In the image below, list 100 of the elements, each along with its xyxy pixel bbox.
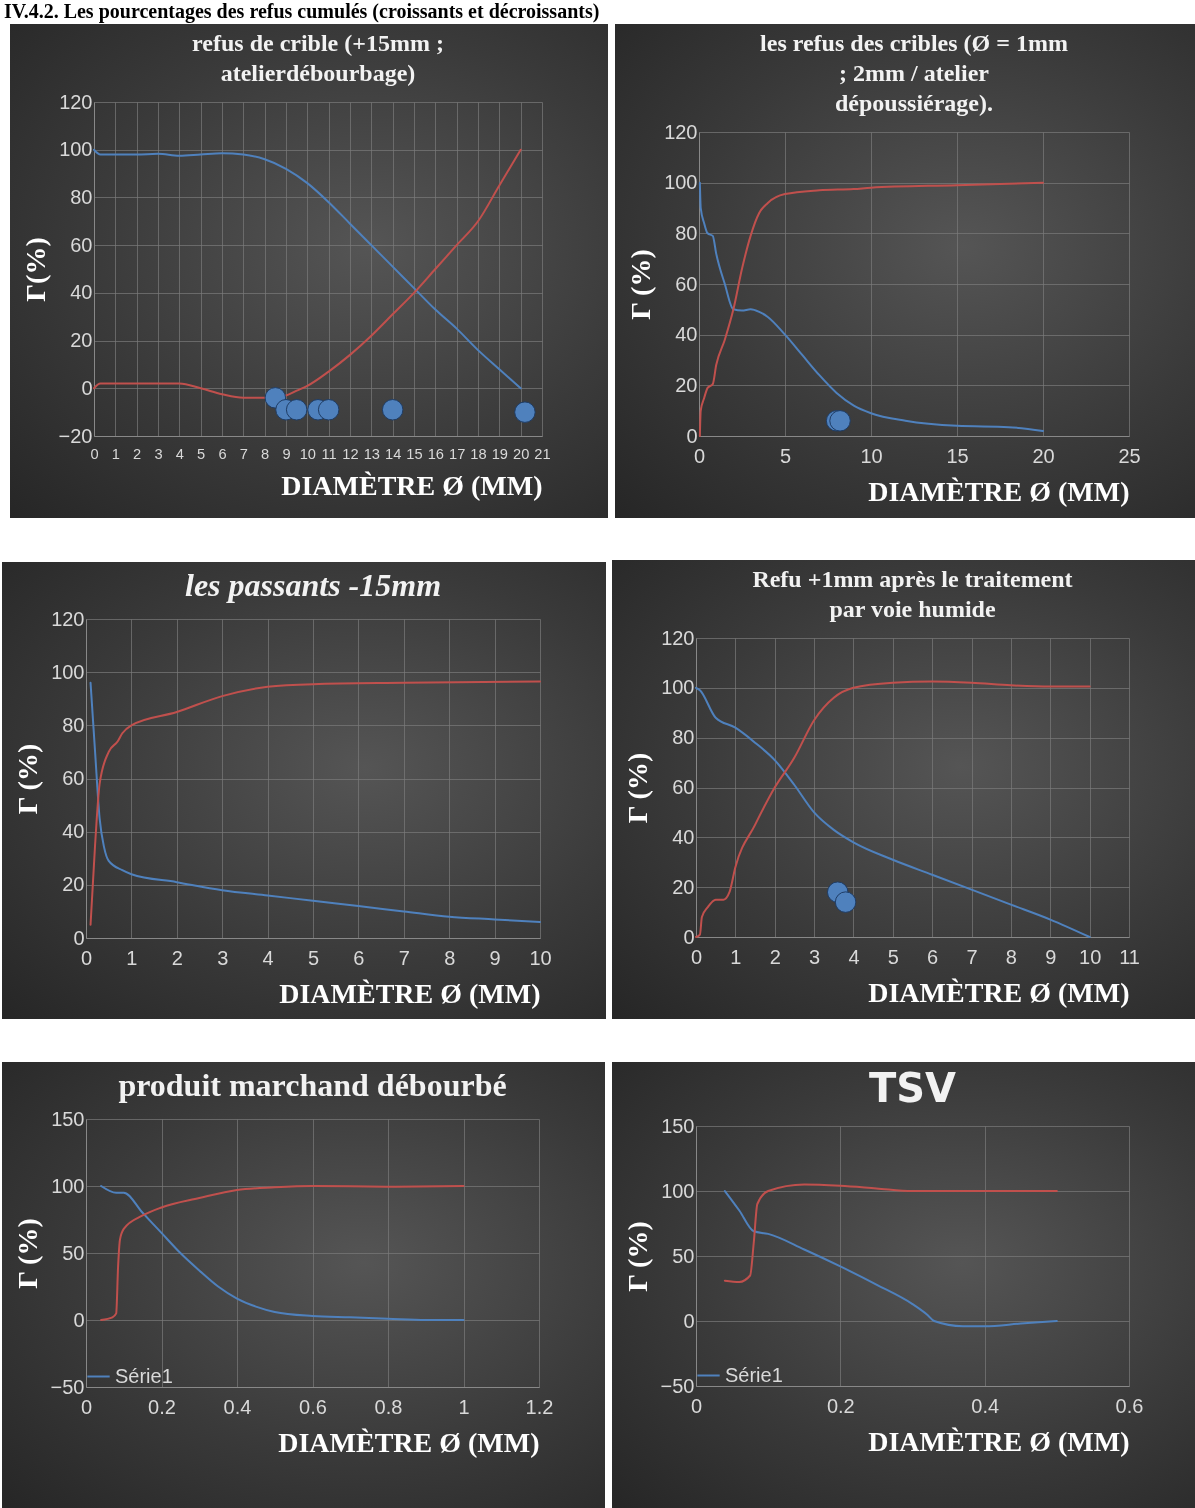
chart-title: les passants -15mm — [184, 567, 442, 603]
y-tick-label: 40 — [672, 825, 695, 848]
x-tick-label: 12 — [342, 445, 359, 462]
x-tick-label: 25 — [1118, 444, 1141, 467]
x-tick-label: 0.4 — [971, 1394, 1000, 1417]
y-tick-label: 0 — [683, 925, 695, 948]
y-tick-label: 40 — [675, 323, 698, 346]
y-tick-label: 0 — [683, 1309, 695, 1332]
x-tick-label: 8 — [444, 946, 456, 969]
point — [317, 399, 340, 421]
line-series — [100, 1185, 465, 1321]
x-tick-label: 9 — [1045, 945, 1057, 968]
x-tick-label: 2 — [769, 945, 781, 968]
y-tick-label: 100 — [51, 660, 85, 683]
x-tick-label: 18 — [470, 445, 487, 462]
x-axis-title: DIAMÈTRE Ø (MM) — [279, 977, 541, 1009]
x-tick-label: 6 — [218, 445, 227, 462]
x-tick-label: 8 — [261, 445, 270, 462]
y-tick-label: 80 — [70, 185, 93, 208]
y-tick-label: 20 — [675, 373, 698, 396]
x-tick-label: 19 — [491, 445, 508, 462]
x-tick-label: 7 — [398, 946, 410, 969]
x-tick-label: 17 — [449, 445, 466, 462]
x-axis-title: DIAMÈTRE Ø (MM) — [281, 470, 543, 502]
chart-title: TSV — [868, 1065, 957, 1111]
legend-label: Série1 — [725, 1363, 783, 1386]
x-tick-label: 9 — [489, 946, 501, 969]
legend-label: Série1 — [115, 1364, 173, 1387]
y-tick-label: 0 — [686, 424, 698, 447]
y-tick-label: −50 — [660, 1374, 695, 1397]
chart-title: refus de crible (+15mm ; atelierdébourbage) — [192, 30, 444, 86]
x-tick-label: 2 — [133, 445, 142, 462]
x-tick-label: 11 — [1119, 945, 1140, 968]
x-axis-title: DIAMÈTRE Ø (MM) — [278, 1426, 540, 1458]
y-tick-label: 120 — [51, 607, 85, 630]
y-tick-label: 100 — [661, 676, 695, 699]
y-tick-label: 150 — [51, 1107, 85, 1130]
x-axis-title: DIAMÈTRE Ø (MM) — [868, 1425, 1130, 1457]
x-tick-label: 9 — [282, 445, 291, 462]
y-tick-label: 20 — [62, 873, 85, 896]
line-series — [723, 1183, 1058, 1283]
y-axis-title: Γ (%) — [625, 249, 657, 320]
x-tick-label: 1.2 — [525, 1395, 554, 1418]
text: IV.4.2. Les pourcentages des refus cumulés (croissants et décroissants) — [4, 0, 600, 23]
point — [514, 401, 536, 423]
x-tick-label: 4 — [175, 445, 184, 462]
y-tick-label: 100 — [51, 1174, 85, 1197]
y-axis-title: Γ (%) — [11, 1218, 43, 1289]
x-tick-label: 4 — [848, 945, 860, 968]
y-axis-title: Γ(%) — [19, 237, 51, 302]
x-axis-title: DIAMÈTRE Ø (MM) — [868, 475, 1130, 507]
y-tick-label: 80 — [672, 726, 695, 749]
y-tick-label: 20 — [672, 875, 695, 898]
y-tick-label: −50 — [50, 1375, 85, 1398]
x-tick-label: 10 — [529, 946, 552, 969]
x-tick-label: 3 — [154, 445, 163, 462]
x-tick-label: 0.8 — [374, 1395, 403, 1418]
y-tick-label: 100 — [661, 1179, 695, 1202]
x-tick-label: 1 — [730, 945, 742, 968]
y-tick-label: 60 — [672, 776, 695, 798]
x-tick-label: 21 — [534, 445, 551, 462]
x-tick-label: 0.6 — [299, 1395, 327, 1418]
y-tick-label: 50 — [62, 1241, 85, 1264]
x-tick-label: 3 — [809, 945, 821, 968]
y-tick-label: 60 — [70, 233, 93, 256]
x-tick-label: 20 — [1032, 444, 1055, 467]
x-tick-label: 7 — [966, 945, 978, 968]
x-tick-label: 2 — [171, 946, 183, 969]
x-tick-label: 5 — [779, 444, 792, 467]
x-tick-label: 0.4 — [223, 1395, 252, 1418]
x-tick-label: 10 — [860, 444, 883, 467]
y-tick-label: 120 — [664, 120, 698, 143]
x-tick-label: 4 — [262, 946, 274, 969]
y-axis-title: Γ (%) — [12, 743, 44, 815]
y-tick-label: 60 — [675, 272, 698, 295]
y-tick-label: 120 — [661, 626, 695, 649]
y-tick-label: 60 — [62, 767, 85, 789]
x-tick-label: 14 — [385, 445, 402, 462]
y-axis-title: Γ (%) — [621, 1221, 653, 1292]
x-tick-label: 15 — [406, 445, 423, 462]
x-tick-label: 5 — [197, 445, 206, 462]
chart-title: les refus des cribles (Ø = 1mm ; 2mm / atelier dépoussiérage). — [760, 30, 1068, 116]
y-tick-label: 100 — [59, 138, 93, 161]
y-tick-label: 20 — [70, 329, 93, 352]
x-tick-label: 13 — [363, 445, 380, 462]
y-tick-label: 80 — [62, 713, 85, 736]
x-tick-label: 7 — [239, 445, 248, 462]
y-tick-label: 40 — [70, 281, 93, 304]
point — [285, 399, 308, 421]
x-tick-label: 11 — [321, 445, 337, 462]
y-tick-label: 100 — [664, 171, 698, 194]
x-tick-label: 10 — [1079, 945, 1102, 968]
y-axis-title: Γ (%) — [622, 752, 654, 824]
x-axis-title: DIAMÈTRE Ø (MM) — [868, 976, 1130, 1008]
x-tick-label: 5 — [307, 946, 320, 969]
x-tick-label: 0.2 — [826, 1394, 855, 1417]
x-tick-label: 0.6 — [1115, 1394, 1144, 1417]
line-series — [723, 1190, 1058, 1328]
y-tick-label: 120 — [59, 90, 93, 113]
y-tick-label: −20 — [58, 424, 93, 447]
